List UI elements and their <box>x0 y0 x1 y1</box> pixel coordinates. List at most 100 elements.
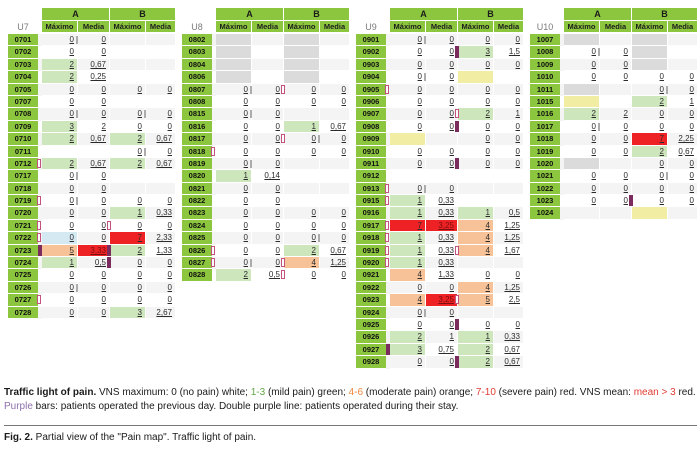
pain-cell: 0 <box>390 356 426 369</box>
pain-value: 0 <box>689 158 694 168</box>
pain-cell: 0 <box>252 157 284 171</box>
row-label: 0926 <box>356 331 386 344</box>
pain-cell: 0 <box>564 46 600 59</box>
pain-value: 0 <box>623 146 628 156</box>
row-gap <box>38 269 42 282</box>
pain-cell <box>110 170 146 183</box>
pain-value: 0 <box>417 357 422 367</box>
column-group-a-header: A <box>216 8 284 21</box>
pain-cell <box>284 182 320 196</box>
pain-cell <box>216 34 252 47</box>
pain-value: 2 <box>137 245 142 255</box>
pain-cell <box>146 170 176 183</box>
pain-cell: 0,33 <box>426 195 458 208</box>
column-group-b-header: B <box>458 8 524 21</box>
operated-previous-day-purple-bar <box>455 120 459 133</box>
operated-during-stay-box-marker <box>37 233 41 243</box>
pain-value: 1 <box>69 258 74 268</box>
pain-value: 0,5 <box>94 258 106 268</box>
operated-during-stay-box-marker <box>281 84 285 94</box>
pain-cell: 0 <box>426 58 458 72</box>
unit-tables: A B U7 Máximo Media Máximo Media 0701 0 0 0702 0 0 07… <box>8 8 698 369</box>
pain-cell: 2 <box>42 71 78 84</box>
pain-cell: 1,25 <box>494 281 524 295</box>
pain-value: 0 <box>275 158 280 168</box>
pain-value: 0 <box>485 270 490 280</box>
observation-tick <box>76 197 78 206</box>
pain-cell: 0 <box>426 120 458 134</box>
pain-cell: 0,33 <box>426 232 458 245</box>
row-label: 0817 <box>182 133 212 146</box>
header-spacer <box>182 8 212 21</box>
pain-cell: 0 <box>390 34 426 47</box>
pain-value: 0 <box>417 146 422 156</box>
pain-cell: 0 <box>458 58 494 72</box>
pain-value: 0 <box>69 171 74 181</box>
row-gap <box>386 157 390 171</box>
row-label: 0927 <box>356 343 386 357</box>
pain-cell <box>668 58 698 72</box>
pain-cell: 0 <box>632 108 668 121</box>
row-label: 0718 <box>8 182 38 196</box>
pain-value: 0 <box>591 47 596 57</box>
pain-value: 0,33 <box>438 258 454 268</box>
row-gap <box>386 108 390 121</box>
row-gap <box>386 170 390 183</box>
pain-cell <box>284 46 320 59</box>
pain-value: 2 <box>69 72 74 82</box>
pain-value: 2 <box>659 146 664 156</box>
row-gap <box>212 207 216 220</box>
row-gap <box>560 195 564 208</box>
pain-value: 0 <box>689 121 694 131</box>
pain-cell: 0 <box>216 219 252 233</box>
row-label: 0803 <box>182 46 212 59</box>
pain-value: 0 <box>101 196 106 206</box>
pain-cell: 0 <box>216 133 252 146</box>
column-mean-header: Media <box>78 21 110 34</box>
pain-cell: 0 <box>320 83 350 96</box>
pain-cell: 0 <box>564 71 600 84</box>
pain-value: 0 <box>591 183 596 193</box>
pain-value: 0 <box>101 109 106 119</box>
caption-segment: 7-10 <box>475 387 496 398</box>
pain-cell: 0 <box>494 269 524 282</box>
pain-cell: 0 <box>37 294 78 307</box>
pain-cell <box>284 58 320 72</box>
pain-cell: 3,25 <box>426 294 458 307</box>
row-gap <box>212 182 216 196</box>
pain-value: 0 <box>69 307 74 317</box>
row-label: 0727 <box>8 294 38 307</box>
pain-cell: 0 <box>629 195 668 208</box>
row-gap <box>560 46 564 59</box>
pain-cell: 2 <box>37 157 78 171</box>
pain-cell: 7 <box>632 133 668 146</box>
column-mean-header: Media <box>320 21 350 34</box>
pain-cell: 0 <box>632 170 668 183</box>
pain-cell <box>632 34 668 47</box>
pain-cell: 0 <box>600 145 632 158</box>
unit-label: U7 <box>17 22 29 32</box>
operated-previous-day-purple-bar <box>38 244 42 257</box>
pain-value: 0 <box>69 183 74 193</box>
pain-value: 2 <box>137 134 142 144</box>
row-label: 0902 <box>356 46 386 59</box>
operated-during-stay-box-marker <box>211 146 215 156</box>
pain-cell: 0 <box>78 46 110 59</box>
observation-tick <box>250 110 252 119</box>
row-label: 0917 <box>356 219 386 233</box>
pain-cell: 2 <box>42 58 78 72</box>
row-label: 0924 <box>356 306 386 319</box>
pain-value: 2 <box>69 134 74 144</box>
pain-cell: 0 <box>216 108 252 121</box>
pain-value: 1,67 <box>504 245 520 255</box>
column-max-header: Máximo <box>458 21 494 34</box>
pain-cell <box>600 95 632 109</box>
row-label: 0802 <box>182 34 212 47</box>
pain-value: 0 <box>137 258 142 268</box>
pain-value: 0,14 <box>264 171 280 181</box>
operated-during-stay-box-marker <box>37 196 41 206</box>
pain-value: 0 <box>137 220 142 230</box>
row-label: 0912 <box>356 170 386 183</box>
column-mean-header: Media <box>494 21 524 34</box>
pain-cell: 0 <box>426 306 458 319</box>
